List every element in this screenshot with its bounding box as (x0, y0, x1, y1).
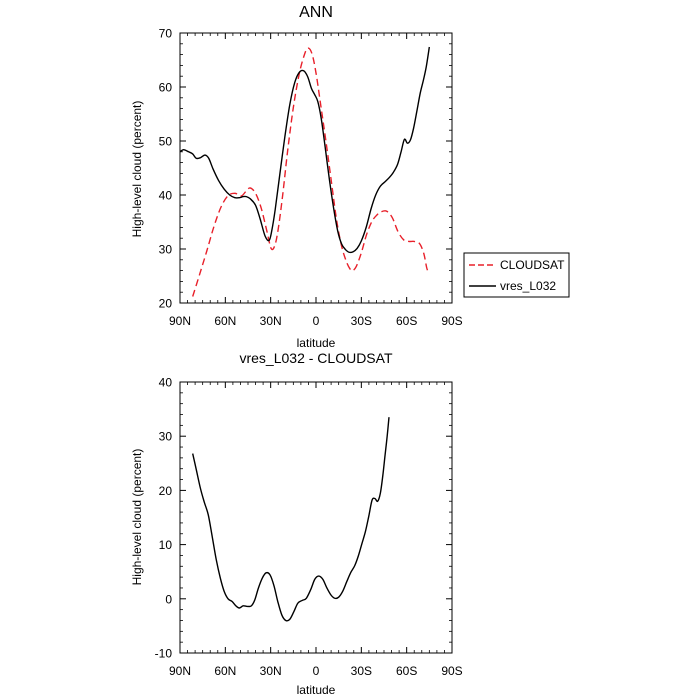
bottom-y-axis-label: High-level cloud (percent) (130, 449, 144, 586)
bottom-x-tick-label: 60S (396, 664, 417, 678)
top-y-tick-label: 30 (159, 243, 173, 257)
top-x-tick-label: 60S (396, 314, 417, 328)
top-y-tick-label: 50 (159, 135, 173, 149)
top-x-tick-label: 0 (313, 314, 320, 328)
bottom-x-tick-label: 90N (169, 664, 191, 678)
top-x-tick-label: 90S (441, 314, 462, 328)
bottom-x-tick-label: 30S (351, 664, 372, 678)
bottom-x-tick-label: 30N (260, 664, 282, 678)
bottom-y-tick-label: -10 (155, 647, 173, 661)
top-y-axis-label: High-level cloud (percent) (130, 101, 144, 238)
top-series-line-1 (192, 47, 429, 297)
bottom-y-tick-label: 30 (159, 430, 173, 444)
top-y-tick-label: 20 (159, 297, 173, 311)
top-plot-area: 90N 60N 30N 0 30S 60S 90S 20 30 40 50 60 70 (159, 27, 463, 329)
top-series-line-2 (179, 46, 431, 254)
bottom-x-tick-label: 0 (313, 664, 320, 678)
top-x-tick-label: 30N (260, 314, 282, 328)
top-chart: ANN High-level cloud (percent) latitude … (130, 4, 570, 350)
bottom-y-tick-label: 20 (159, 484, 173, 498)
top-x-tick-label: 30S (351, 314, 372, 328)
top-y-tick-label: 60 (159, 81, 173, 95)
legend-label-cloudsat: CLOUDSAT (500, 258, 565, 272)
legend-label-vres: vres_L032 (500, 279, 556, 293)
top-y-tick-label: 70 (159, 27, 173, 41)
top-x-tick-label: 90N (169, 314, 191, 328)
legend: CLOUDSAT vres_L032 (463, 252, 570, 298)
top-x-axis-label: latitude (297, 336, 336, 350)
legend-box (463, 252, 570, 298)
top-y-tick-label: 40 (159, 189, 173, 203)
bottom-y-tick-label: 40 (159, 376, 173, 390)
bottom-chart: vres_L032 - CLOUDSAT High-level cloud (p… (130, 350, 463, 697)
bottom-axes-frame (179, 381, 453, 654)
bottom-x-tick-label: 60N (214, 664, 236, 678)
bottom-x-axis-label: latitude (297, 683, 336, 697)
top-x-tick-label: 60N (214, 314, 236, 328)
top-chart-title: ANN (299, 4, 333, 21)
bottom-y-tick-label: 0 (165, 592, 172, 606)
bottom-y-tick-label: 10 (159, 538, 173, 552)
bottom-x-tick-label: 90S (441, 664, 462, 678)
bottom-plot-area: 90N 60N 30N 0 30S 60S 90S -10 0 10 20 30 40 (155, 376, 463, 679)
bottom-series-line-1 (192, 417, 390, 622)
bottom-chart-title: vres_L032 - CLOUDSAT (239, 350, 392, 366)
